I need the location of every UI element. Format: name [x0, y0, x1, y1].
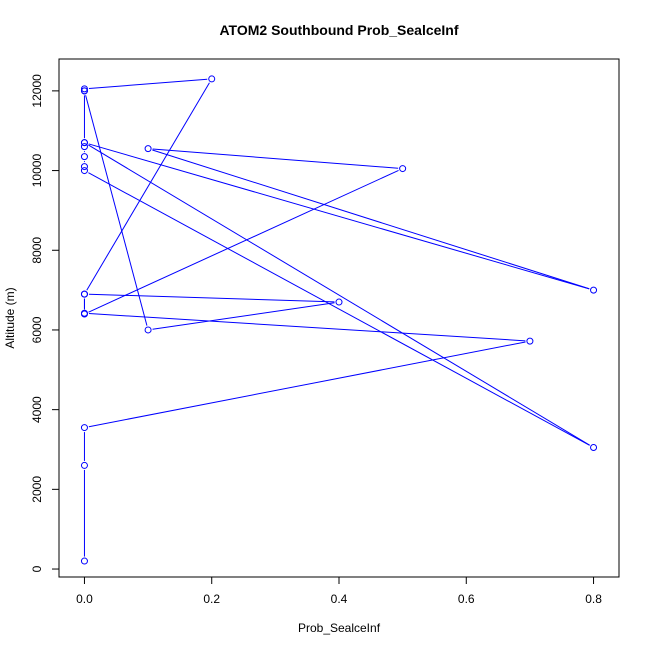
data-point	[208, 75, 216, 83]
series-segment	[85, 95, 148, 326]
series-segment	[88, 341, 526, 428]
y-axis: 0 2000 4000 6000 8000 10000 12000	[30, 74, 60, 572]
y-tick-label: 0	[30, 565, 44, 572]
data-point	[80, 87, 88, 95]
x-tick-label: 0.2	[203, 592, 220, 606]
y-tick-label: 4000	[30, 396, 44, 423]
y-tick-label: 2000	[30, 476, 44, 503]
y-tick-label: 10000	[30, 154, 44, 188]
series-line	[83, 78, 590, 557]
series-segment	[88, 172, 590, 446]
data-point	[80, 290, 88, 298]
series-segment	[88, 143, 590, 290]
x-axis: 0.0 0.2 0.4 0.6 0.8	[76, 576, 602, 606]
x-tick-label: 0.6	[458, 592, 475, 606]
data-point	[80, 163, 88, 171]
series-segment	[152, 148, 399, 169]
data-point	[80, 143, 88, 151]
y-tick-label: 6000	[30, 316, 44, 343]
x-tick-label: 0.4	[331, 592, 348, 606]
data-point	[80, 85, 88, 93]
series-segment	[152, 302, 335, 330]
data-point	[80, 167, 88, 175]
data-point	[80, 310, 88, 318]
x-axis-label: Prob_SealceInf	[298, 621, 381, 635]
data-point	[80, 139, 88, 147]
series-segment	[86, 82, 210, 291]
series-segment	[152, 149, 590, 290]
data-point	[399, 165, 407, 173]
data-point	[335, 298, 343, 306]
data-point	[590, 286, 598, 294]
series-segment	[88, 78, 208, 90]
x-tick-label: 0.0	[76, 592, 93, 606]
data-point	[80, 557, 88, 565]
data-point	[526, 337, 534, 345]
series-segment	[88, 293, 335, 303]
data-point	[80, 153, 88, 161]
x-tick-label: 0.8	[585, 592, 602, 606]
y-axis-label: Altitude (m)	[3, 287, 17, 348]
data-point	[144, 145, 152, 153]
y-tick-label: 8000	[30, 237, 44, 264]
y-tick-label: 12000	[30, 74, 44, 108]
series-segment	[88, 169, 399, 313]
chart-title: ATOM2 Southbound Prob_SealceInf	[219, 22, 458, 38]
data-point	[80, 461, 88, 469]
series-segment	[88, 144, 590, 446]
series-points	[80, 75, 598, 565]
data-point	[590, 444, 598, 451]
series-segment	[88, 313, 526, 342]
data-point	[80, 424, 88, 432]
data-point	[144, 326, 152, 334]
